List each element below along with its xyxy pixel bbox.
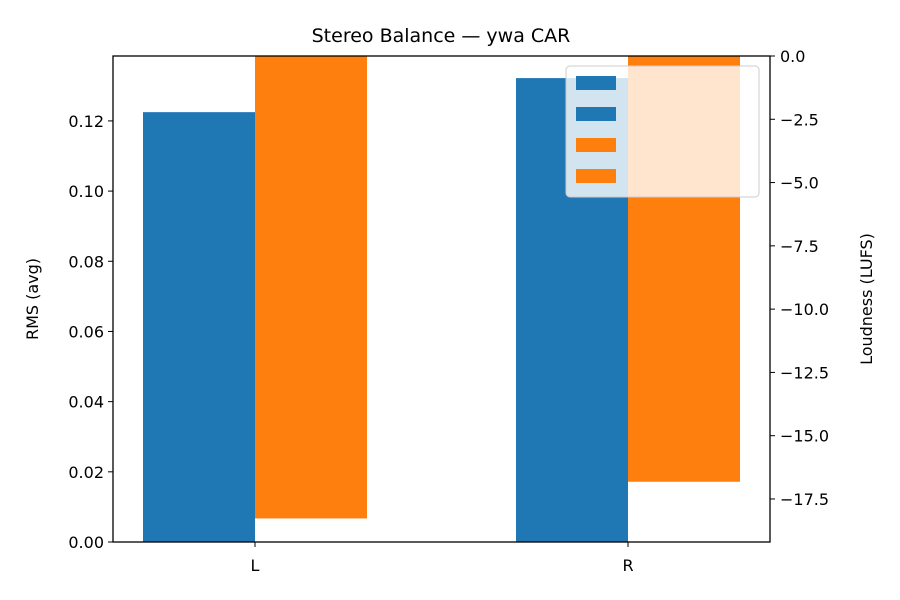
legend-box	[565, 65, 760, 198]
left-tick-label: 0.00	[68, 533, 104, 552]
right-tick-label: −12.5	[780, 363, 829, 382]
legend	[565, 65, 760, 198]
right-tick-label: −10.0	[780, 300, 829, 319]
left-tick-label: 0.10	[68, 182, 104, 201]
plot-frame	[112, 55, 771, 543]
right-tick-label: −2.5	[780, 110, 819, 129]
chart-title: Stereo Balance — ywa CAR	[312, 25, 571, 47]
x-tick-label: R	[622, 556, 633, 575]
right-tick-label: −15.0	[780, 427, 829, 446]
legend-handle	[576, 107, 616, 121]
loudness-bar-L	[255, 56, 367, 519]
left-tick-label: 0.06	[68, 322, 104, 341]
right-tick-label: −7.5	[780, 237, 819, 256]
legend-handle	[576, 169, 616, 183]
right-tick-label: −5.0	[780, 174, 819, 193]
left-tick-label: 0.08	[68, 252, 104, 271]
left-y-axis: 0.00 0.02 0.04 0.06 0.08 0.10 0.12	[68, 112, 113, 552]
left-tick-label: 0.12	[68, 112, 104, 131]
rms-bar-L	[143, 112, 255, 542]
x-tick-label: L	[251, 556, 260, 575]
left-axis-label: RMS (avg)	[23, 258, 42, 340]
left-tick-label: 0.04	[68, 393, 104, 412]
right-tick-label: 0.0	[780, 47, 805, 66]
right-y-axis: 0.0 −2.5 −5.0 −7.5 −10.0 −12.5 −15.0 −17.5	[770, 47, 829, 509]
left-tick-label: 0.02	[68, 463, 104, 482]
legend-handle	[576, 138, 616, 152]
right-axis-label: Loudness (LUFS)	[857, 233, 876, 365]
right-tick-label: −17.5	[780, 490, 829, 509]
legend-handle	[576, 76, 616, 90]
